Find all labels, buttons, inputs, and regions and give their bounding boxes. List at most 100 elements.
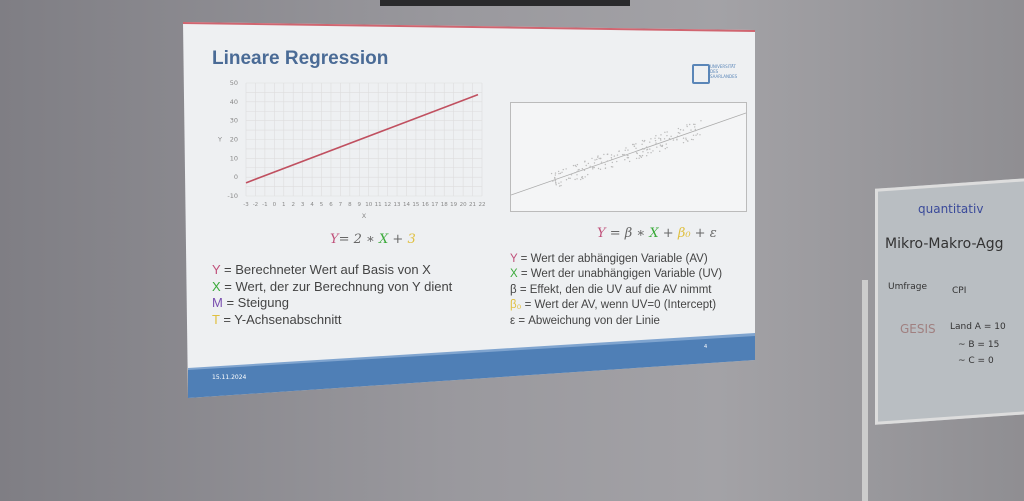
x-tick-label: 13 bbox=[394, 202, 401, 208]
scatter-point bbox=[660, 145, 662, 147]
scatter-point bbox=[677, 131, 680, 134]
university-logo-icon bbox=[692, 64, 710, 84]
scatter-point bbox=[565, 168, 567, 170]
scatter-point bbox=[554, 177, 556, 180]
legend-item: β₀ = Wert der AV, wenn UV=0 (Intercept) bbox=[510, 299, 716, 311]
x-tick-label: 5 bbox=[320, 202, 324, 208]
x-tick-label: 19 bbox=[450, 202, 457, 208]
scatter-point bbox=[638, 157, 640, 159]
eq-x: X bbox=[379, 232, 389, 247]
x-tick-label: 4 bbox=[310, 202, 314, 208]
scatter-point bbox=[679, 129, 682, 131]
scatter-point bbox=[685, 139, 687, 141]
legend-symbol: X bbox=[510, 268, 518, 281]
y-tick-label: 20 bbox=[230, 136, 238, 144]
scatter-point bbox=[589, 165, 591, 168]
eq-y: Y bbox=[330, 232, 339, 247]
scatter-point bbox=[650, 151, 652, 154]
eq-y: Y bbox=[597, 226, 606, 241]
scatter-point bbox=[627, 149, 629, 151]
whiteboard-text: Umfrage bbox=[888, 282, 927, 292]
legend-symbol: X bbox=[212, 278, 221, 294]
scatter-point bbox=[666, 146, 668, 149]
scatter-point bbox=[677, 127, 680, 130]
x-tick-label: 1 bbox=[282, 202, 286, 208]
scatter-point bbox=[606, 153, 609, 156]
x-tick-label: 17 bbox=[431, 202, 438, 208]
scatter-point bbox=[635, 147, 637, 150]
x-tick-label: 15 bbox=[412, 202, 419, 208]
scatter-point bbox=[584, 161, 586, 163]
scatter-point bbox=[635, 143, 637, 145]
scatter-point bbox=[695, 134, 697, 136]
eq-eps: + ε bbox=[690, 226, 717, 241]
scatter-point bbox=[558, 172, 560, 175]
scatter-point bbox=[575, 165, 577, 168]
scatter-point bbox=[576, 178, 578, 180]
scatter-point bbox=[669, 138, 672, 141]
scatter-point bbox=[659, 144, 662, 146]
scatter-point bbox=[558, 182, 560, 184]
scatter-point bbox=[660, 139, 662, 141]
scatter-point bbox=[610, 154, 613, 156]
slide-title: Lineare Regression bbox=[212, 48, 389, 69]
scatter-point bbox=[598, 157, 600, 160]
scatter-point bbox=[577, 169, 579, 171]
scatter-point bbox=[613, 155, 616, 157]
scatter-point bbox=[627, 157, 630, 159]
legend-item: M = Steigung bbox=[212, 295, 289, 310]
x-tick-label: 16 bbox=[422, 202, 429, 208]
x-tick-label: 11 bbox=[375, 202, 382, 208]
scatter-point bbox=[700, 120, 702, 122]
scatter-point bbox=[560, 184, 562, 187]
scatter-point bbox=[699, 134, 701, 136]
scatter-point bbox=[694, 129, 697, 132]
scatter-point bbox=[576, 174, 578, 176]
legend-item: X = Wert, der zur Berechnung von Y dient bbox=[212, 279, 452, 294]
scatter-point bbox=[666, 131, 668, 133]
x-tick-label: 3 bbox=[301, 202, 305, 208]
regression-line bbox=[245, 93, 479, 184]
scatter-point bbox=[682, 137, 685, 139]
scatter-point bbox=[636, 152, 638, 155]
y-tick-label: 0 bbox=[234, 173, 238, 181]
scatter-point bbox=[692, 134, 695, 136]
scatter-point bbox=[576, 163, 579, 166]
scatter-point bbox=[694, 128, 697, 131]
scatter-point bbox=[558, 185, 561, 187]
y-tick-label: -10 bbox=[227, 192, 238, 200]
eq-plus: + bbox=[658, 226, 678, 241]
scatter-point bbox=[670, 135, 672, 138]
scatter-point bbox=[655, 135, 657, 137]
scatter-point bbox=[560, 181, 562, 183]
scatter-point bbox=[597, 167, 600, 170]
right-equation: Y = β ∗ X + β₀ + ε bbox=[597, 226, 717, 241]
x-tick-label: 20 bbox=[460, 202, 467, 208]
eq-x: X bbox=[649, 226, 659, 241]
x-axis-label: X bbox=[362, 212, 367, 220]
scatter-point bbox=[685, 137, 687, 139]
scatter-point bbox=[665, 143, 667, 145]
scatter-point bbox=[686, 124, 688, 126]
x-tick-label: 9 bbox=[358, 202, 362, 208]
x-tick-label: 10 bbox=[365, 202, 372, 208]
whiteboard-text: Land A = 10 bbox=[950, 322, 1006, 332]
y-tick-label: 40 bbox=[230, 98, 238, 106]
scatter-point bbox=[599, 168, 602, 171]
scatter-point bbox=[596, 158, 598, 161]
x-tick-label: 7 bbox=[339, 202, 343, 208]
scatter-point bbox=[587, 162, 590, 165]
scatter-point bbox=[585, 164, 587, 167]
whiteboard-text: quantitativ bbox=[918, 202, 984, 216]
scatter-point bbox=[593, 166, 595, 169]
legend-item: ε = Abweichung von der Linie bbox=[510, 315, 660, 327]
scatter-point bbox=[694, 126, 696, 128]
scatter-point bbox=[592, 166, 594, 169]
scatter-point bbox=[594, 159, 596, 161]
scatter-point bbox=[694, 123, 696, 126]
scatter-point bbox=[557, 170, 560, 173]
eq-plus: + bbox=[388, 232, 408, 247]
scatter-point bbox=[574, 178, 576, 181]
legend-symbol: β₀ bbox=[510, 299, 522, 312]
scatter-point bbox=[581, 167, 584, 170]
